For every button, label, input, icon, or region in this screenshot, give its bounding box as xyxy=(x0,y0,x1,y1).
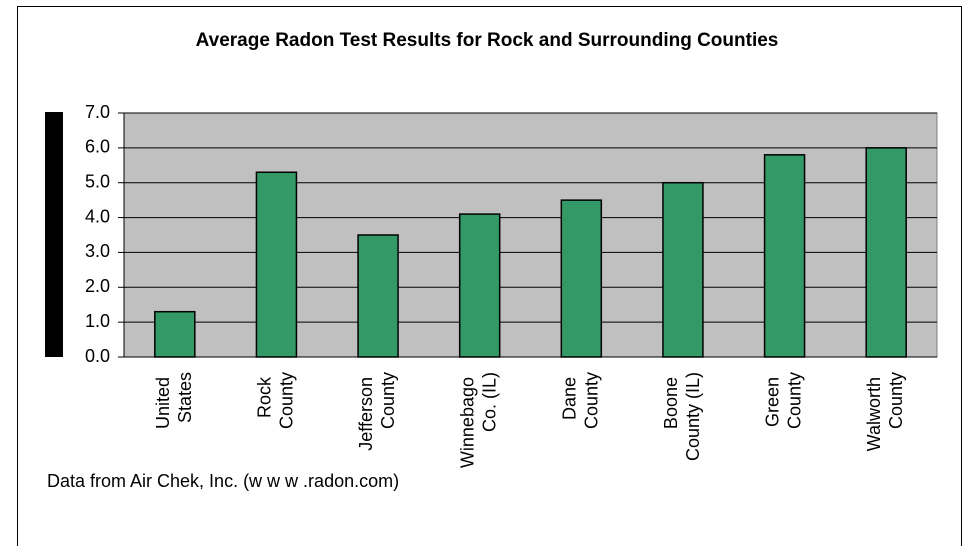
bar xyxy=(458,213,501,358)
bar xyxy=(560,199,603,358)
y-tick-label: 2.0 xyxy=(85,276,110,296)
x-tick-label: Winnebago Co. (IL) xyxy=(457,372,499,468)
x-tick-label: Dane County xyxy=(559,372,601,429)
source-note: Data from Air Chek, Inc. (w w w .radon.c… xyxy=(47,471,399,491)
y-tick-label: 0.0 xyxy=(85,346,110,366)
bar xyxy=(763,154,806,358)
x-tick-label: Walworth County xyxy=(864,372,906,451)
bar xyxy=(865,147,907,358)
bar xyxy=(255,171,298,358)
axis-title-block xyxy=(45,112,63,357)
x-tick-label: Rock County xyxy=(254,372,296,429)
bar xyxy=(662,181,704,358)
x-tick-label: Jefferson County xyxy=(356,372,398,451)
bar xyxy=(357,234,399,358)
bar xyxy=(154,310,196,358)
y-tick-label: 4.0 xyxy=(85,206,110,226)
chart-title: Average Radon Test Results for Rock and … xyxy=(196,30,779,51)
y-tick-label: 7.0 xyxy=(85,102,110,122)
plot-area xyxy=(123,112,938,358)
y-tick-label: 3.0 xyxy=(85,241,110,261)
x-tick-label: Green County xyxy=(762,372,804,429)
y-tick-label: 6.0 xyxy=(85,137,110,157)
y-tick-label: 1.0 xyxy=(85,311,110,331)
y-tick-label: 5.0 xyxy=(85,171,110,191)
x-tick-label: Boone County (IL) xyxy=(661,372,703,461)
x-tick-label: United States xyxy=(153,372,195,429)
